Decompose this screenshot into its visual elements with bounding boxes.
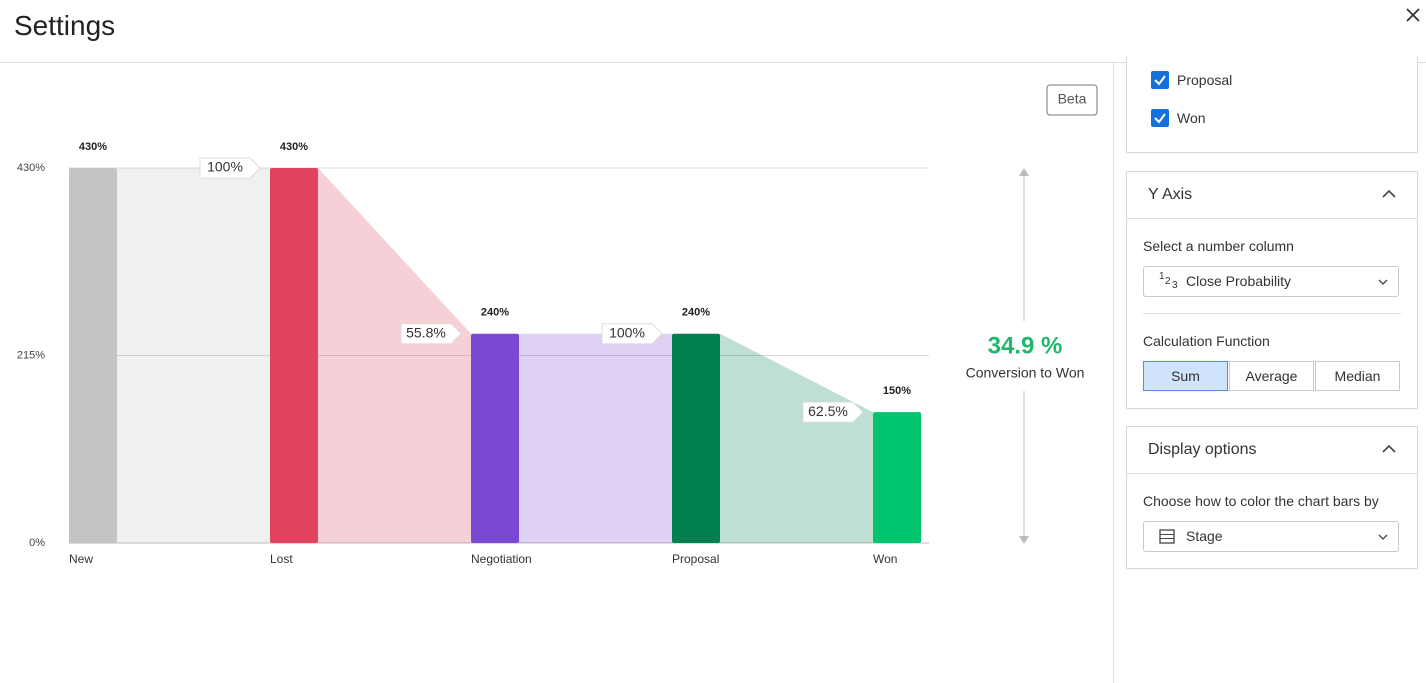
column-select[interactable]: 1 2 3 Close Probability (1143, 266, 1399, 297)
funnel-chart: Beta 34.9 % Conversion to Won 0% 215% 430%… (17, 84, 1098, 566)
page-title: Settings (14, 10, 116, 41)
y-tick-label: 215% (17, 349, 45, 361)
conversion-callout (199, 157, 261, 179)
x-tick-label: Proposal (672, 552, 719, 566)
divider (1143, 313, 1401, 314)
select-value: Stage (1186, 528, 1223, 544)
number-icon: 2 (1165, 276, 1171, 287)
field-label: Choose how to color the chart bars by (1143, 493, 1379, 509)
panel-title: Y Axis (1148, 186, 1193, 203)
dropdown-icon (1378, 279, 1388, 285)
checkbox-label: Proposal (1177, 72, 1233, 88)
flow-area (117, 168, 270, 543)
conversion-label: 100% (609, 324, 645, 340)
value-label: 240% (481, 307, 509, 319)
value-label: 240% (682, 307, 710, 319)
divider (1113, 62, 1114, 683)
x-tick-label: New (69, 552, 93, 566)
conversion-label: 55.8% (406, 324, 446, 340)
divider (1127, 473, 1417, 474)
value-label: 150% (883, 385, 911, 397)
field-label: Calculation Function (1143, 333, 1270, 349)
flow-area (318, 168, 471, 543)
y-tick-label: 430% (17, 162, 45, 174)
checkbox[interactable] (1151, 109, 1169, 127)
divider (1127, 218, 1417, 219)
number-icon: 3 (1172, 280, 1178, 291)
dropdown-icon (1378, 534, 1388, 540)
bar (672, 333, 720, 543)
overall-conversion: 34.9 % (988, 332, 1063, 359)
checkbox-label: Won (1177, 110, 1206, 126)
bar (471, 333, 519, 543)
function-button[interactable]: Average (1229, 361, 1314, 391)
display-panel: Display options Choose how to color the … (1126, 426, 1418, 569)
x-tick-label: Won (873, 552, 897, 566)
flow-area (720, 333, 873, 543)
overall-conversion-caption: Conversion to Won (966, 365, 1085, 381)
divider (0, 62, 1426, 63)
field-label: Select a number column (1143, 238, 1294, 254)
conversion-label: 100% (207, 159, 243, 175)
conversion-callout (802, 401, 864, 423)
y-tick-label: 0% (29, 537, 45, 549)
color-select[interactable]: Stage (1143, 521, 1399, 552)
conversion-label: 62.5% (808, 403, 848, 419)
bar (873, 412, 921, 543)
table-icon (1159, 529, 1175, 544)
beta-badge (1046, 84, 1098, 116)
y-axis-panel: Y Axis Select a number column 1 2 3 Clos… (1126, 171, 1418, 409)
x-tick-label: Negotiation (471, 552, 532, 566)
x-tick-label: Lost (270, 552, 293, 566)
conversion-arrow (1019, 168, 1029, 544)
panel-title: Display options (1148, 441, 1257, 458)
conversion-callout (400, 323, 462, 345)
function-button[interactable]: Median (1315, 361, 1400, 391)
conversion-callout (601, 323, 663, 345)
collapse-icon[interactable] (1382, 189, 1396, 199)
checkbox[interactable] (1151, 71, 1169, 89)
close-button[interactable] (1404, 6, 1422, 24)
collapse-icon[interactable] (1382, 444, 1396, 454)
bar (270, 168, 318, 543)
flow-area (519, 333, 672, 543)
bar (69, 168, 117, 543)
beta-label: Beta (1058, 91, 1087, 107)
value-label: 430% (79, 141, 107, 153)
stage-panel: Proposal Won (1126, 56, 1418, 153)
number-icon: 1 (1159, 271, 1165, 282)
value-label: 430% (280, 141, 308, 153)
select-value: Close Probability (1186, 273, 1292, 289)
function-button[interactable]: Sum (1143, 361, 1228, 391)
